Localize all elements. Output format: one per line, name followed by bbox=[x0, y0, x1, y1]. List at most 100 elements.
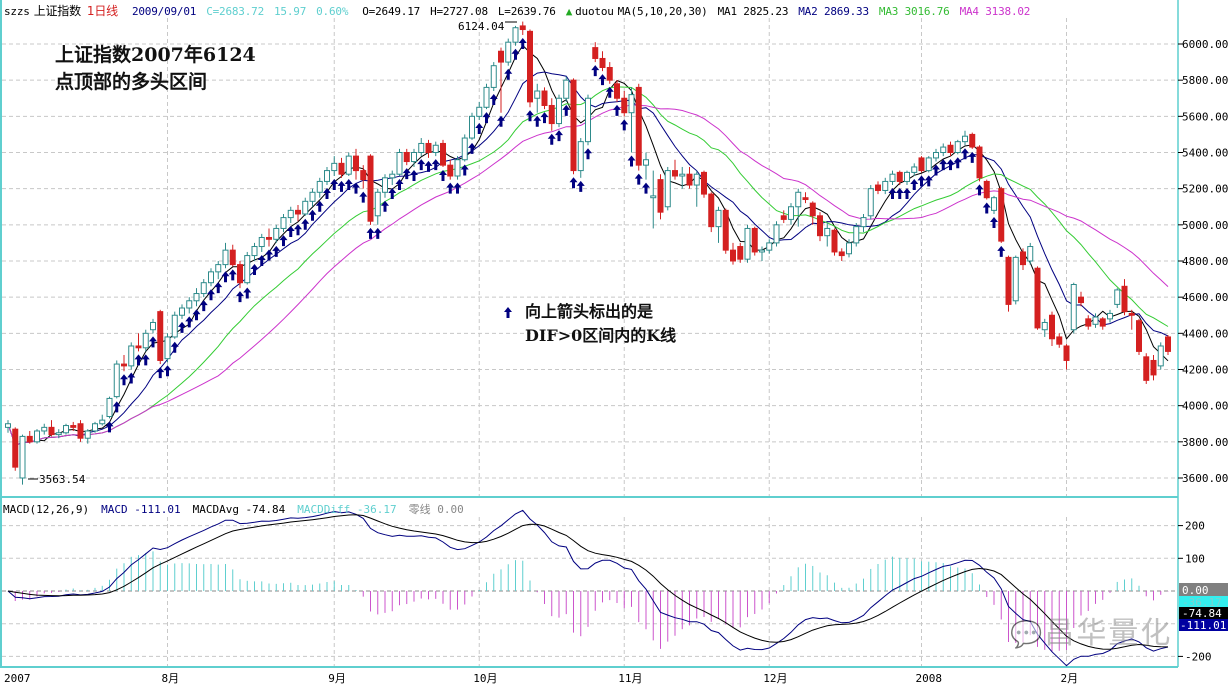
candle-down bbox=[614, 83, 620, 99]
indicator-triangle-icon: ▲ bbox=[565, 5, 573, 18]
candle-down bbox=[266, 236, 272, 240]
candle-up bbox=[418, 142, 425, 153]
ma4-value: MA4 3138.02 bbox=[959, 5, 1031, 18]
candle-down bbox=[295, 209, 301, 215]
up-arrow-marker bbox=[497, 115, 505, 127]
candle-up bbox=[63, 425, 69, 434]
macd-params[interactable]: MACD(12,26,9) bbox=[3, 503, 90, 516]
up-arrow-marker bbox=[228, 269, 237, 281]
quote-change-pct: 0.60% bbox=[316, 5, 349, 18]
candle-down bbox=[360, 170, 367, 181]
candle-up bbox=[1114, 289, 1121, 305]
candle-down bbox=[708, 193, 715, 228]
candle-up bbox=[1107, 312, 1113, 320]
up-arrow-marker bbox=[156, 367, 165, 379]
candle-down bbox=[77, 423, 84, 439]
quote-open: O=2649.17 bbox=[362, 5, 421, 18]
candle-up bbox=[1092, 316, 1099, 325]
dif-positive-arrows bbox=[105, 37, 1006, 433]
up-arrow-marker bbox=[315, 200, 324, 212]
ma1-value: MA1 2825.23 bbox=[717, 5, 789, 18]
candle-down bbox=[969, 133, 976, 148]
month-label: 12月 bbox=[763, 672, 787, 685]
candle-up bbox=[773, 224, 780, 244]
candle-up bbox=[846, 242, 852, 255]
badge-avg: -74.84 bbox=[1182, 607, 1222, 620]
candle-up bbox=[41, 426, 48, 432]
badge-avg-bg bbox=[1179, 607, 1228, 619]
candle-down bbox=[527, 30, 533, 103]
candle-down bbox=[672, 170, 678, 177]
candle-down bbox=[599, 57, 606, 69]
symbol-name: 上证指数 bbox=[33, 4, 81, 18]
title-line-1: 上证指数2007年6124 bbox=[55, 44, 256, 66]
candle-down bbox=[403, 151, 410, 163]
peak-label: 6124.04 bbox=[458, 20, 505, 33]
period-selector[interactable]: 1日线 bbox=[86, 4, 118, 18]
candle-up bbox=[396, 151, 403, 175]
candle-up bbox=[556, 97, 562, 125]
candle-up bbox=[309, 191, 316, 202]
candle-down bbox=[353, 155, 359, 172]
up-arrow-marker bbox=[946, 159, 955, 171]
candle-up bbox=[925, 157, 932, 172]
candle-down bbox=[26, 435, 33, 443]
candle-down bbox=[1085, 318, 1092, 327]
watermark-text: 昌华量化 bbox=[1044, 616, 1173, 651]
candle-down bbox=[701, 171, 707, 195]
candle-down bbox=[338, 162, 345, 175]
candle-up bbox=[904, 171, 910, 182]
up-arrow-marker bbox=[337, 180, 346, 192]
candle-up bbox=[251, 246, 258, 257]
candle-up bbox=[1157, 345, 1164, 367]
chart-header: szzs 上证指数 1日线 2009/09/01 C=2683.72 15.97 0.60%… bbox=[4, 2, 1040, 19]
up-arrow-marker bbox=[446, 182, 455, 194]
candle-up bbox=[643, 159, 649, 166]
up-arrow-marker bbox=[163, 365, 172, 377]
candle-up bbox=[490, 65, 497, 88]
up-arrow-marker bbox=[388, 188, 397, 200]
up-arrow-marker bbox=[192, 309, 201, 321]
up-arrow-marker bbox=[997, 245, 1006, 257]
candle-up bbox=[92, 423, 98, 432]
candle-up bbox=[693, 173, 700, 186]
up-arrow-marker bbox=[170, 341, 179, 353]
candle-down bbox=[730, 249, 736, 262]
candle-up bbox=[389, 173, 396, 179]
macd-tick-label: -200 bbox=[1185, 650, 1212, 663]
quote-close: C=2683.72 bbox=[206, 5, 264, 18]
up-arrow-marker bbox=[127, 372, 136, 384]
up-arrow-marker bbox=[932, 164, 940, 176]
candle-up bbox=[650, 195, 657, 199]
note-arrow-icon bbox=[504, 307, 512, 318]
candle-up bbox=[142, 332, 149, 349]
up-arrow-marker bbox=[236, 291, 244, 303]
candle-up bbox=[19, 435, 26, 479]
peak-annotation: 6124.04 bbox=[458, 20, 517, 33]
candle-up bbox=[432, 144, 439, 153]
candle-down bbox=[896, 171, 903, 182]
candle-up bbox=[208, 271, 214, 284]
up-arrow-marker bbox=[482, 112, 491, 124]
candle-up bbox=[345, 155, 352, 175]
up-arrow-marker bbox=[410, 169, 418, 181]
up-arrow-marker bbox=[903, 188, 911, 200]
candle-up bbox=[454, 159, 461, 177]
candle-down bbox=[780, 215, 787, 220]
macd-lines bbox=[7, 509, 1169, 667]
indicator-name[interactable]: duotou bbox=[575, 5, 614, 18]
up-arrow-marker bbox=[344, 179, 353, 191]
candle-up bbox=[1012, 256, 1019, 302]
up-arrow-marker bbox=[178, 321, 186, 333]
up-arrow-marker bbox=[468, 142, 476, 154]
up-arrow-marker bbox=[968, 151, 977, 163]
candle-down bbox=[817, 215, 823, 237]
up-arrow-marker bbox=[424, 160, 433, 172]
candle-down bbox=[548, 104, 555, 125]
month-label: 2008 bbox=[916, 672, 943, 685]
candle-down bbox=[1049, 314, 1055, 340]
candle-up bbox=[222, 249, 229, 266]
macd-axis-badges: 0.00 -36.17 -74.84 -111.01 bbox=[1179, 583, 1228, 632]
candle-down bbox=[606, 67, 613, 81]
